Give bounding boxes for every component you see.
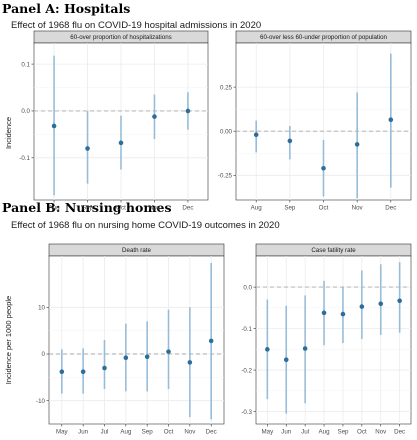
y-tick-label: 10 [38,305,45,312]
estimate-point [388,117,394,123]
x-tick-label: Nov [184,429,196,436]
estimate-point [354,142,360,147]
x-tick-label: Nov [352,205,364,212]
estimate-point [265,347,270,352]
estimate-point [123,355,129,361]
estimate-point [397,298,402,304]
panel-a-title: Effect of 1968 flu on COVID-19 hospital … [11,20,261,31]
x-tick-label: May [261,429,274,436]
x-tick-label: Sep [82,205,94,212]
estimate-point [80,369,86,375]
x-tick-label: Nov [149,205,161,212]
estimate-point [378,301,384,307]
x-tick-label: Jul [101,429,109,436]
x-tick-label: Aug [49,205,61,212]
x-tick-label: Oct [164,429,174,436]
x-tick-label: Aug [319,429,331,436]
estimate-point [283,357,289,363]
x-tick-label: Oct [357,429,367,436]
estimate-point [152,114,157,119]
x-tick-label: Jul [301,429,309,436]
plot-area [48,255,225,425]
y-tick-label: -0.1 [241,326,252,333]
y-tick-label: 0.25 [220,84,233,91]
panel-a-y-axis-label: Incidence [4,117,13,149]
y-tick-label: -0.1 [19,155,30,162]
estimate-point [102,365,107,371]
y-tick-label: -0.25 [218,173,233,180]
estimate-point [253,132,259,138]
x-tick-label: Dec [182,205,193,212]
y-tick-label: 0 [42,351,46,358]
estimate-point [51,123,57,129]
facet-strip-label: 60-over less 60-under proportion of popu… [260,34,387,41]
x-tick-label: Sep [284,205,296,212]
facet-death-rate: Death rate -10 0 10 May Jun Jul Aug Sep Oct Nov Dec [36,243,225,436]
x-tick-label: Oct [116,205,126,212]
x-tick-label: Dec [394,429,405,436]
panel-b-y-axis-label: Incidence per 1000 people [4,296,13,384]
x-tick-label: Dec [206,429,217,436]
estimate-point [144,354,150,360]
x-tick-label: Nov [375,429,387,436]
x-tick-label: Aug [120,429,132,436]
panel-b-title: Effect of 1968 flu on nursing home COVID… [11,220,280,231]
y-tick-label: 0.0 [243,284,252,291]
y-tick-label: 0.0 [21,108,30,115]
estimate-point [208,338,214,344]
estimate-point [302,346,308,351]
x-tick-label: Dec [385,205,396,212]
facet-strip-label: Death rate [122,247,151,254]
y-tick-label: 0.1 [21,61,30,68]
x-tick-label: Oct [319,205,329,212]
x-tick-label: Jun [281,429,292,436]
plot-area [255,255,412,425]
estimate-point [287,138,293,144]
x-tick-label: Aug [251,205,263,212]
y-tick-label: -0.3 [241,409,252,416]
y-tick-label: 0.00 [220,128,233,135]
panel-b-heading: Panel B: Nursing homes [2,200,172,215]
estimate-point [321,165,326,171]
x-tick-label: Sep [337,429,349,436]
x-tick-label: Jun [78,429,89,436]
y-tick-label: -0.2 [241,367,252,374]
panel-a-heading: Panel A: Hospitals [2,1,130,16]
facet-hospitalizations: 60-over proportion of hospitalizations -0… [19,30,209,212]
estimate-point [185,108,191,114]
y-tick-label: -10 [36,398,46,405]
estimate-point [118,140,124,146]
estimate-point [340,311,346,317]
facet-population: 60-over less 60-under proportion of popu… [218,30,412,212]
facet-strip-label: Case fatility rate [311,247,356,254]
estimate-point [321,310,327,316]
estimate-point [166,349,171,354]
facet-case-fatality-rate: Case fatility rate -0.3 -0.2 -0.1 0.0 May Jun J… [241,243,412,436]
estimate-point [187,360,193,365]
x-tick-label: Sep [142,429,154,436]
facet-strip-label: 60-over proportion of hospitalizations [70,34,171,41]
estimate-point [359,304,365,309]
x-tick-label: May [56,429,69,436]
estimate-point [59,369,65,375]
estimate-point [85,146,90,151]
